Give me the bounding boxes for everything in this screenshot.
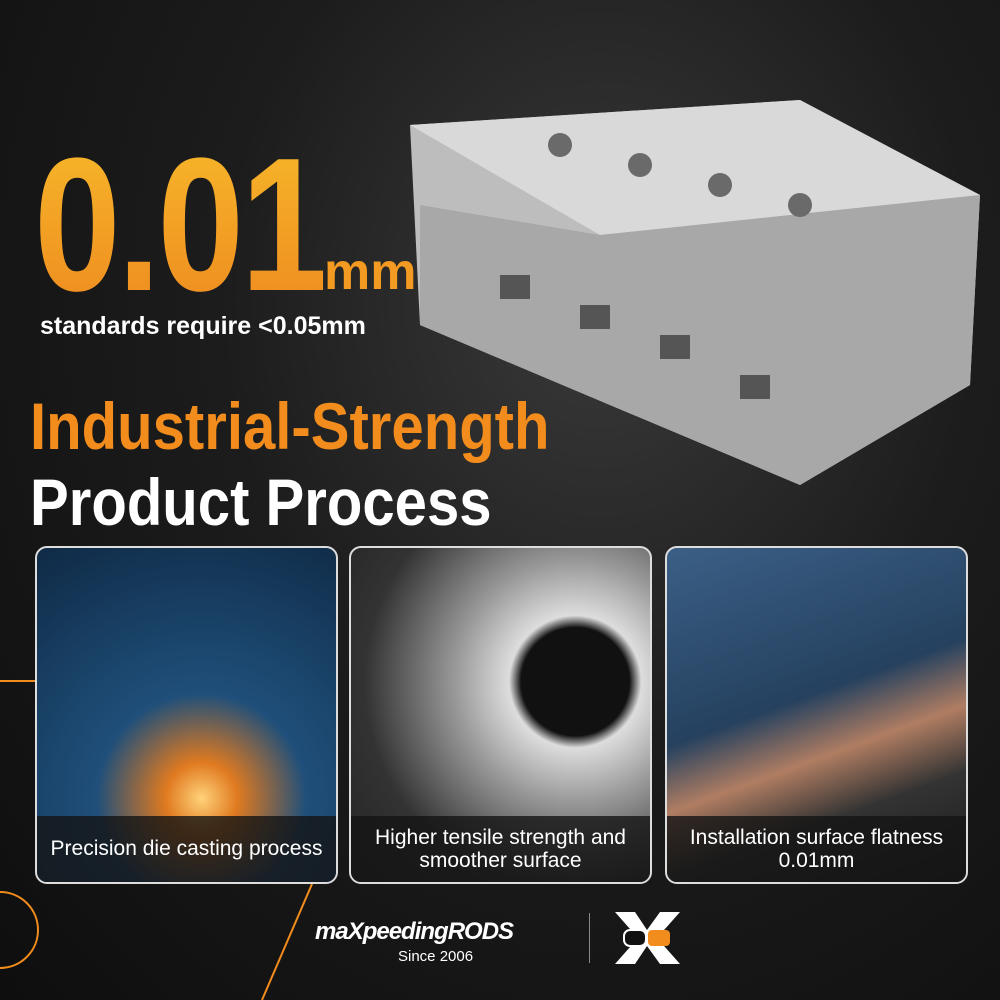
cylinder-head-image [410, 100, 980, 485]
brand-logo: maXpeedingRODS [315, 918, 514, 945]
card-die-casting: Precision die casting process [35, 546, 338, 884]
flatness-unit: mm [324, 243, 417, 301]
card-tensile-strength: Higher tensile strength and smoother sur… [349, 546, 652, 884]
card-caption: Installation surface flatness 0.01mm [667, 816, 966, 882]
title-line-1: Industrial-Strength [30, 389, 550, 463]
title-line-2: Product Process [30, 465, 492, 539]
standards-subtitle: standards require <0.05mm [40, 312, 366, 340]
card-caption: Precision die casting process [37, 816, 336, 882]
flatness-value: 0.01 [34, 119, 327, 331]
logo-divider [589, 913, 590, 963]
card-flatness: Installation surface flatness 0.01mm [665, 546, 968, 884]
brand-since: Since 2006 [398, 948, 474, 965]
card-caption: Higher tensile strength and smoother sur… [351, 816, 650, 882]
brand-x-emblem-icon [615, 912, 680, 964]
